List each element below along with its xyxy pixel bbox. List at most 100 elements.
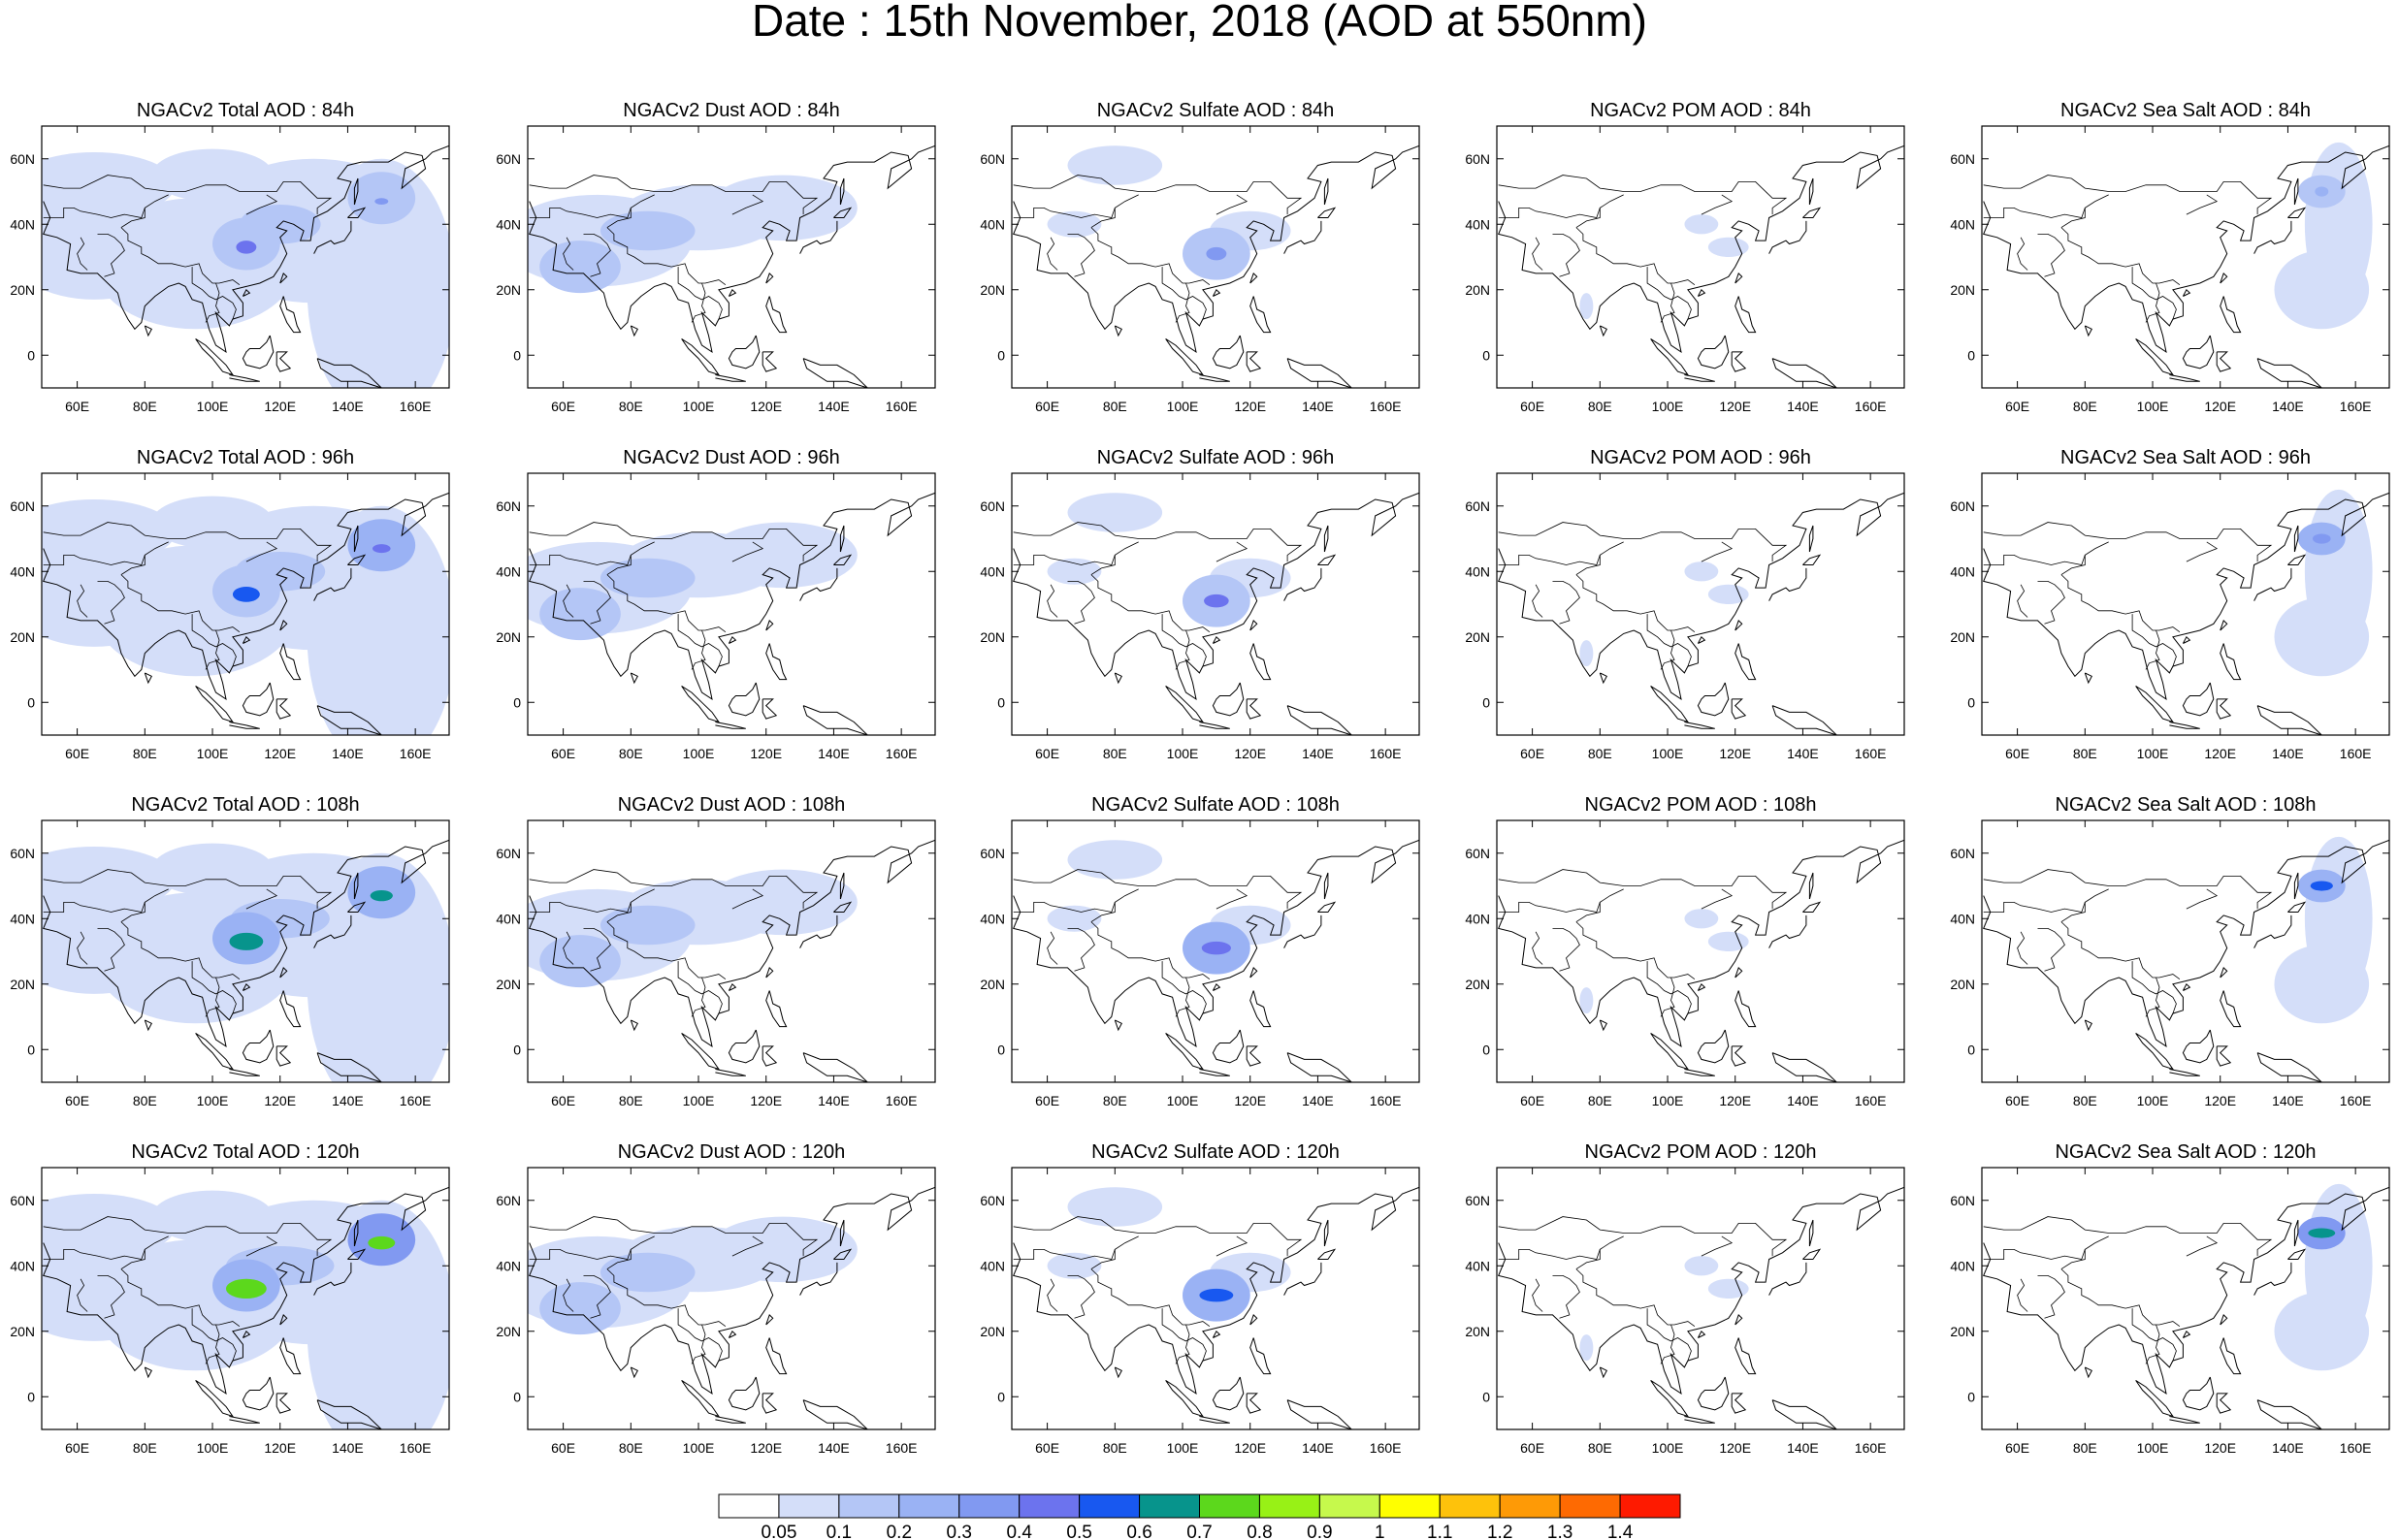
coastline xyxy=(1286,358,1352,388)
lon-tick-label: 100E xyxy=(1652,746,1684,761)
lat-tick-label: 0 xyxy=(1967,1389,1975,1404)
coastlines xyxy=(1013,839,1419,1082)
country-border xyxy=(1983,522,2273,562)
coastline xyxy=(833,207,853,218)
colorbar-label: 0.5 xyxy=(1066,1523,1091,1540)
coastline xyxy=(279,296,302,334)
lat-tick-label: 0 xyxy=(513,347,521,363)
coastline xyxy=(1165,685,1205,723)
aod-contour xyxy=(1684,214,1719,235)
map-panel-total-108h: 60E 80E 100E 120E 140E 160E 60N 40N 20N 0 xyxy=(10,819,450,1108)
lat-tick-label: 60N xyxy=(1950,151,1975,167)
aod-field xyxy=(42,148,449,388)
coastline xyxy=(2182,1330,2191,1338)
coastline xyxy=(2182,982,2191,991)
aod-contour xyxy=(368,1235,396,1250)
map-panel-dust-120h: 60E 80E 100E 120E 140E 160E 60N 40N 20N 0 xyxy=(496,1167,936,1456)
map-frame xyxy=(1981,1167,2390,1430)
coastline xyxy=(1165,337,1205,376)
coastlines xyxy=(529,839,935,1082)
lon-tick-label: 140E xyxy=(1787,1093,1819,1108)
coastline xyxy=(1684,1069,1715,1076)
lat-tick-label: 40N xyxy=(1950,911,1975,926)
coastline xyxy=(2182,635,2191,644)
country-border xyxy=(97,581,125,625)
lon-tick-label: 80E xyxy=(619,746,643,761)
lon-tick-label: 80E xyxy=(2073,746,2097,761)
coastline xyxy=(728,682,761,717)
aod-contour xyxy=(1579,987,1594,1014)
lat-tick-label: 0 xyxy=(513,1042,521,1057)
colorbar-swatch xyxy=(1318,1493,1380,1519)
country-border xyxy=(2060,888,2109,922)
coastline xyxy=(2256,705,2322,735)
lon-tick-label: 120E xyxy=(750,1440,782,1456)
country-border xyxy=(2017,931,2028,965)
aod-contour xyxy=(2315,186,2329,197)
coastline xyxy=(1249,1313,1258,1326)
country-border xyxy=(1090,541,1139,575)
coastline xyxy=(242,982,251,991)
aod-contour xyxy=(1204,594,1229,608)
lon-tick-label: 160E xyxy=(1370,1440,1402,1456)
lat-tick-label: 20N xyxy=(10,977,35,992)
colorbar-swatch xyxy=(838,1493,900,1519)
colorbar-swatch xyxy=(898,1493,960,1519)
country-border xyxy=(1552,234,1580,277)
lon-tick-label: 80E xyxy=(1103,1093,1127,1108)
coastline xyxy=(681,1032,721,1071)
coastline xyxy=(1768,567,1807,601)
coastline xyxy=(43,1186,449,1395)
coastline xyxy=(630,1019,638,1032)
country-border xyxy=(2186,1235,2219,1257)
coastline xyxy=(715,1416,746,1424)
country-border xyxy=(1498,175,1788,215)
lon-tick-label: 80E xyxy=(1103,746,1127,761)
lat-tick-label: 60N xyxy=(496,498,521,514)
colorbar-label: 0.4 xyxy=(1006,1523,1032,1540)
coastline xyxy=(1246,351,1262,372)
lat-tick-label: 40N xyxy=(1465,911,1490,926)
coastline xyxy=(2084,1366,2092,1379)
lon-tick-label: 60E xyxy=(1520,399,1544,414)
coastline xyxy=(728,335,761,369)
coastline xyxy=(765,966,774,979)
map-frame xyxy=(1011,472,1420,736)
coastline xyxy=(2293,872,2299,900)
coastline xyxy=(279,1337,302,1375)
coastline xyxy=(144,325,152,337)
colorbar-label: 0.6 xyxy=(1126,1523,1151,1540)
lon-tick-label: 140E xyxy=(1302,1440,1334,1456)
coastline xyxy=(1199,1069,1230,1076)
panel-title: NGACv2 POM AOD : 84h xyxy=(1590,100,1811,121)
lat-tick-label: 0 xyxy=(1482,347,1490,363)
country-border xyxy=(97,234,125,277)
lat-tick-label: 20N xyxy=(1465,1324,1490,1339)
lon-tick-label: 140E xyxy=(1302,746,1334,761)
country-border xyxy=(1552,581,1580,625)
lat-tick-label: 20N xyxy=(980,1324,1005,1339)
aod-contour xyxy=(307,505,449,735)
country-border xyxy=(205,977,220,1017)
country-border xyxy=(1175,629,1190,670)
aod-contour xyxy=(600,905,696,946)
lon-tick-label: 100E xyxy=(1652,399,1684,414)
coastline xyxy=(2253,567,2292,601)
map-panel-dust-84h: 60E 80E 100E 120E 140E 160E 60N 40N 20N 0 xyxy=(496,125,936,414)
coastline xyxy=(2182,335,2215,369)
panel-title: NGACv2 Sulfate AOD : 120h xyxy=(1091,1141,1340,1163)
aod-contour xyxy=(1206,246,1227,261)
colorbar-label: 0.05 xyxy=(761,1523,796,1540)
aod-contour xyxy=(42,847,176,913)
coastline xyxy=(802,358,868,388)
lat-tick-label: 0 xyxy=(1967,347,1975,363)
lat-tick-label: 20N xyxy=(496,1324,521,1339)
lat-tick-label: 60N xyxy=(496,846,521,861)
map-panel-sulfate-96h: 60E 80E 100E 120E 140E 160E 60N 40N 20N 0 xyxy=(980,472,1420,761)
lon-tick-label: 100E xyxy=(2137,1440,2169,1456)
map-frame xyxy=(1496,125,1905,389)
lat-tick-label: 40N xyxy=(496,563,521,579)
lat-tick-label: 60N xyxy=(1950,498,1975,514)
coastline xyxy=(1697,335,1730,369)
